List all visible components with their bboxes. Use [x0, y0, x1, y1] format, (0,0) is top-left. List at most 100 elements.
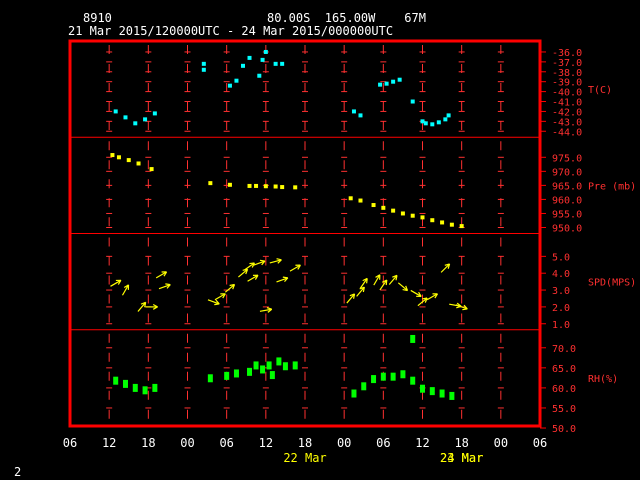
wind-arrow-head	[447, 263, 451, 269]
x-tick-label: 00	[337, 436, 351, 450]
wind-arrow-head	[349, 293, 355, 297]
temperature-point	[430, 122, 435, 127]
pressure-point	[449, 222, 454, 227]
y-tick-label: 965.0	[552, 181, 582, 192]
temperature-point	[257, 73, 262, 78]
temperature-point	[240, 63, 245, 68]
wind-arrow-shaft	[455, 304, 468, 310]
pressure-point	[110, 153, 115, 158]
y-tick-label: 1.0	[552, 320, 570, 331]
wind-arrow-head	[215, 299, 220, 305]
y-tick-label: -37.0	[552, 58, 582, 69]
wind-arrow-shaft	[253, 260, 266, 266]
wind-arrow	[121, 284, 130, 296]
wind-arrow	[259, 307, 273, 313]
temperature-point	[234, 78, 239, 83]
rh-point	[390, 372, 396, 381]
panel-label-rh: RH(%)	[588, 374, 618, 385]
rh-point	[233, 369, 239, 378]
rh-point	[269, 371, 275, 380]
y-tick-label: 3.0	[552, 286, 570, 297]
wind-arrow	[417, 297, 428, 307]
pressure-point	[440, 220, 445, 225]
temperature-point	[397, 77, 402, 82]
pressure-point	[126, 158, 131, 163]
rh-point	[361, 382, 367, 391]
wind-arrow-shaft	[155, 271, 167, 279]
wind-arrow-head	[214, 303, 220, 306]
temperature-point	[113, 109, 118, 114]
wind-arrow-shaft	[373, 274, 381, 286]
wind-arrow	[397, 282, 409, 292]
wind-arrow	[440, 263, 451, 273]
temperature-point	[133, 121, 138, 126]
rh-point	[429, 387, 435, 396]
wind-arrow-head	[366, 278, 368, 284]
wind-arrow-head	[117, 279, 122, 285]
x-date-label: 23 Mar	[440, 451, 483, 465]
rh-point	[122, 379, 128, 388]
wind-arrow-shaft	[417, 297, 428, 307]
panel-label-pressure: Pre (mb)	[588, 181, 636, 192]
wind-arrow-head	[251, 262, 255, 268]
wind-arrow-head	[282, 276, 288, 279]
panel-label-wind: SPD(MPS)	[588, 278, 636, 289]
temperature-point	[410, 99, 415, 104]
wind-arrow-head	[261, 260, 266, 266]
y-tick-label: 50.0	[552, 424, 576, 435]
y-tick-label: -36.0	[552, 48, 582, 59]
wind-arrow-shaft	[388, 274, 398, 285]
grid-layer	[70, 45, 540, 422]
pressure-point	[293, 185, 298, 190]
y-tick-label: -43.0	[552, 117, 582, 128]
wind-arrow-head	[163, 271, 168, 277]
wind-arrow-head	[297, 264, 301, 270]
wind-arrow	[276, 276, 289, 283]
wind-arrow	[214, 293, 226, 301]
wind-arrow	[426, 293, 439, 301]
pressure-point	[371, 203, 376, 208]
pressure-point	[208, 181, 213, 186]
y-tick-label: 960.0	[552, 195, 582, 206]
wind-arrow-head	[362, 287, 365, 293]
wind-arrow	[145, 303, 158, 310]
y-tick-label: 4.0	[552, 269, 570, 280]
wind-arrow	[410, 289, 422, 298]
wind-arrow-head	[232, 284, 236, 290]
x-tick-label: 00	[180, 436, 194, 450]
wind-arrow	[373, 274, 381, 286]
y-tick-label: -41.0	[552, 98, 582, 109]
wind-arrow	[137, 301, 147, 312]
wind-arrow-head	[123, 284, 129, 288]
pressure-point	[459, 224, 464, 229]
x-date-label: 22 Mar	[283, 451, 326, 465]
wind-arrow-head	[144, 302, 147, 308]
y-tick-label: 70.0	[552, 344, 576, 355]
wind-arrow	[379, 279, 388, 291]
rh-point	[380, 372, 386, 381]
wind-arrow-head	[266, 307, 272, 310]
y-tick-label: -44.0	[552, 127, 582, 138]
pressure-point	[247, 183, 252, 188]
wind-arrow-shaft	[269, 259, 282, 264]
rh-point	[113, 376, 119, 385]
pressure-point	[263, 184, 268, 189]
rh-point	[253, 361, 259, 370]
temperature-point	[446, 113, 451, 118]
wind-arrow-shaft	[346, 293, 356, 304]
pressure-point	[400, 211, 405, 216]
temperature-point	[263, 49, 268, 54]
wind-arrow-head	[422, 297, 428, 300]
temperature-point	[358, 113, 363, 118]
temperature-point	[143, 117, 148, 122]
y-tick-label: -39.0	[552, 78, 582, 89]
wind-arrow-shaft	[121, 284, 130, 296]
wind-arrow-shaft	[426, 293, 438, 301]
wind-arrow-shaft	[247, 274, 259, 282]
x-tick-label: 06	[219, 436, 233, 450]
pressure-point	[420, 215, 425, 220]
rh-point	[371, 375, 377, 384]
temperature-point	[247, 55, 252, 60]
temperature-point	[351, 109, 356, 114]
